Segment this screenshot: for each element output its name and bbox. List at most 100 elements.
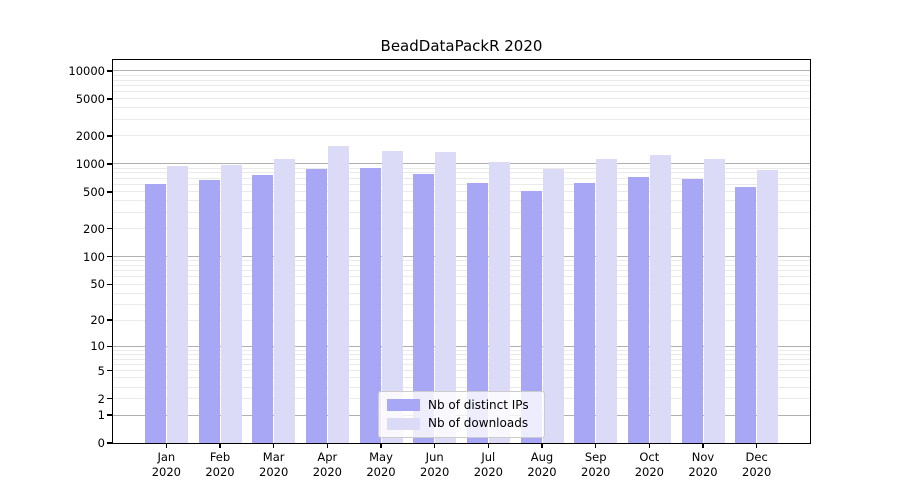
gridline-minor	[113, 91, 810, 93]
y-tick-mark	[107, 442, 113, 444]
bar-downloads-mar	[274, 159, 296, 443]
gridline-minor	[113, 353, 810, 355]
y-tick-label: 10000	[68, 63, 105, 78]
bar-ips-oct	[627, 177, 649, 443]
bar-downloads-may	[381, 150, 403, 443]
gridline-minor	[113, 276, 810, 278]
gridline-minor	[113, 177, 810, 179]
y-tick-label: 50	[90, 277, 105, 292]
gridline-minor	[113, 135, 810, 137]
gridline-major	[113, 345, 810, 347]
y-tick-mark	[107, 191, 113, 193]
bar-downloads-apr	[327, 145, 349, 443]
gridline-minor	[113, 386, 810, 388]
y-tick-label: 200	[83, 221, 105, 236]
gridline-minor	[113, 74, 810, 76]
gridline-minor	[113, 283, 810, 285]
gridline-minor	[113, 184, 810, 186]
legend-swatch-downloads	[387, 417, 420, 430]
bar-downloads-sep	[596, 159, 618, 443]
gridline-minor	[113, 358, 810, 360]
bar-ips-jun	[413, 174, 435, 443]
x-tick-label-mar: Mar 2020	[259, 450, 289, 479]
x-tick-mark	[541, 443, 543, 448]
bar-downloads-nov	[703, 159, 725, 443]
y-tick-label: 1000	[75, 156, 105, 171]
y-tick-label: 1	[97, 408, 105, 422]
bar-ips-jan	[144, 184, 166, 443]
gridline-minor	[113, 370, 810, 372]
y-tick-label: 5	[97, 363, 105, 378]
x-tick-mark	[648, 443, 651, 448]
gridline-minor	[113, 260, 810, 262]
x-tick-label-jun: Jun 2020	[420, 450, 450, 479]
bar-ips-may	[359, 167, 381, 443]
gridline-minor	[113, 349, 810, 351]
y-tick-mark	[107, 98, 113, 100]
x-tick-mark	[165, 443, 168, 448]
y-tick-label: 2000	[75, 128, 105, 143]
x-tick-mark	[219, 443, 221, 448]
bar-downloads-jan	[166, 166, 188, 443]
gridline-minor	[113, 270, 810, 272]
plot-area	[112, 59, 811, 444]
y-tick-label: 5000	[75, 91, 105, 106]
gridline-minor	[113, 191, 810, 193]
legend-item-distinct-ips: Nb of distinct IPs	[387, 396, 536, 415]
gridline-minor	[113, 377, 810, 379]
bar-downloads-dec	[757, 170, 779, 443]
gridline-minor	[113, 79, 810, 81]
bar-ips-apr	[305, 169, 327, 443]
gridline-minor	[113, 292, 810, 294]
y-tick-mark	[107, 398, 113, 400]
bar-ips-dec	[735, 187, 757, 443]
bar-downloads-feb	[220, 164, 242, 443]
gridline-major	[113, 256, 810, 258]
bar-ips-nov	[681, 178, 703, 443]
gridline-minor	[113, 265, 810, 266]
x-tick-label-oct: Oct 2020	[634, 450, 664, 479]
gridline-minor	[113, 303, 810, 305]
bar-ips-mar	[252, 174, 274, 443]
bar-downloads-oct	[649, 155, 671, 443]
gridline-minor	[113, 228, 810, 230]
x-tick-mark	[273, 443, 275, 448]
gridline-minor	[113, 119, 810, 121]
gridline-minor	[113, 84, 810, 86]
y-tick-label: 0	[97, 436, 105, 450]
gridline-major	[113, 163, 810, 165]
gridline-minor	[113, 167, 810, 169]
y-tick-label: 100	[83, 249, 105, 264]
x-tick-label-sep: Sep 2020	[581, 450, 611, 479]
x-tick-label-may: May 2020	[366, 450, 396, 479]
legend-swatch-distinct-ips	[387, 399, 420, 412]
y-tick-mark	[107, 319, 113, 321]
x-tick-mark	[702, 443, 704, 448]
gridline-major	[113, 70, 810, 72]
x-tick-mark	[487, 443, 490, 448]
y-tick-mark	[107, 135, 113, 137]
x-tick-mark	[434, 443, 436, 448]
y-tick-mark	[107, 283, 113, 285]
bar-ips-aug	[520, 190, 542, 443]
gridline-minor	[113, 211, 810, 213]
bar-downloads-aug	[542, 169, 564, 443]
y-tick-mark	[107, 70, 113, 72]
x-tick-mark	[326, 443, 329, 448]
gridline-minor	[113, 200, 810, 202]
y-tick-mark	[107, 414, 113, 416]
x-tick-label-feb: Feb 2020	[205, 450, 235, 479]
x-tick-label-nov: Nov 2020	[688, 450, 718, 479]
x-tick-label-dec: Dec 2020	[742, 450, 772, 479]
chart-title: BeadDataPackR 2020	[380, 37, 543, 55]
gridline-minor	[113, 107, 810, 109]
x-tick-mark	[756, 443, 758, 448]
legend-item-downloads: Nb of downloads	[387, 415, 536, 434]
y-tick-mark	[107, 255, 113, 258]
legend-label-distinct-ips: Nb of distinct IPs	[428, 397, 529, 412]
y-tick-mark	[107, 370, 113, 372]
legend-label-downloads: Nb of downloads	[428, 416, 529, 431]
x-tick-mark	[595, 443, 597, 448]
y-tick-mark	[107, 228, 113, 230]
